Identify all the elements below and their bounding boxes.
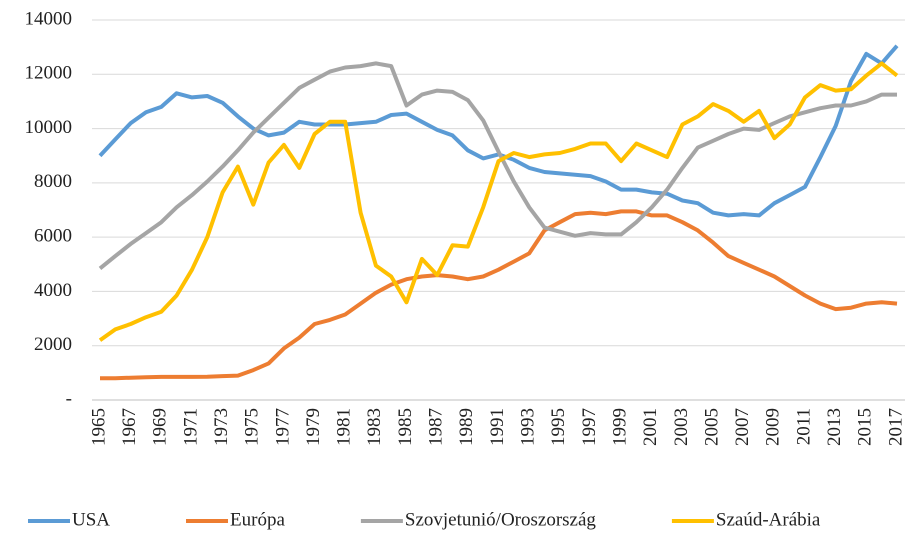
y-tick-label: 6000 xyxy=(34,226,72,247)
x-tick-label: 2015 xyxy=(855,408,876,446)
x-tick-label: 2017 xyxy=(885,408,906,446)
x-tick-label: 1993 xyxy=(518,408,539,446)
x-tick-label: 1991 xyxy=(487,408,508,446)
x-tick-label: 1983 xyxy=(364,408,385,446)
x-tick-label: 1985 xyxy=(395,408,416,446)
legend-label: Európa xyxy=(230,509,285,530)
x-tick-label: 1997 xyxy=(579,408,600,446)
x-tick-label: 2007 xyxy=(732,408,753,446)
x-tick-label: 2001 xyxy=(640,408,661,446)
y-tick-label: 10000 xyxy=(25,117,73,138)
y-tick-label: 2000 xyxy=(34,334,72,355)
x-tick-label: 1979 xyxy=(303,408,324,446)
x-tick-label: 1967 xyxy=(119,408,140,446)
x-tick-label: 1975 xyxy=(242,408,263,446)
x-tick-label: 1973 xyxy=(211,408,232,446)
x-tick-label: 1981 xyxy=(334,408,355,446)
series-line xyxy=(100,209,898,381)
y-tick-label: 12000 xyxy=(25,63,73,84)
series-line xyxy=(98,61,897,270)
series-line xyxy=(98,61,899,342)
y-tick-label: 14000 xyxy=(25,8,73,29)
legend-label: Szovjetunió/Oroszország xyxy=(405,509,597,530)
x-tick-label: 1987 xyxy=(426,408,447,446)
x-tick-label: 2009 xyxy=(763,408,784,446)
legend-label: Szaúd-Arábia xyxy=(716,509,821,530)
x-tick-label: 1969 xyxy=(150,408,171,446)
y-tick-label: 4000 xyxy=(34,280,72,301)
x-tick-label: 2005 xyxy=(701,408,722,446)
x-tick-label: 1999 xyxy=(609,408,630,446)
x-tick-label: 1971 xyxy=(180,408,201,446)
x-tick-label: 1977 xyxy=(272,408,293,446)
y-tick-label: - xyxy=(66,388,72,409)
x-tick-label: 1965 xyxy=(88,408,109,446)
x-tick-label: 2003 xyxy=(671,408,692,446)
legend-label: USA xyxy=(72,509,110,530)
series-line xyxy=(98,44,899,218)
x-tick-label: 1989 xyxy=(456,408,477,446)
y-tick-label: 8000 xyxy=(34,171,72,192)
x-tick-label: 2013 xyxy=(824,408,845,446)
x-tick-label: 2011 xyxy=(793,408,814,445)
x-tick-label: 1995 xyxy=(548,408,569,446)
